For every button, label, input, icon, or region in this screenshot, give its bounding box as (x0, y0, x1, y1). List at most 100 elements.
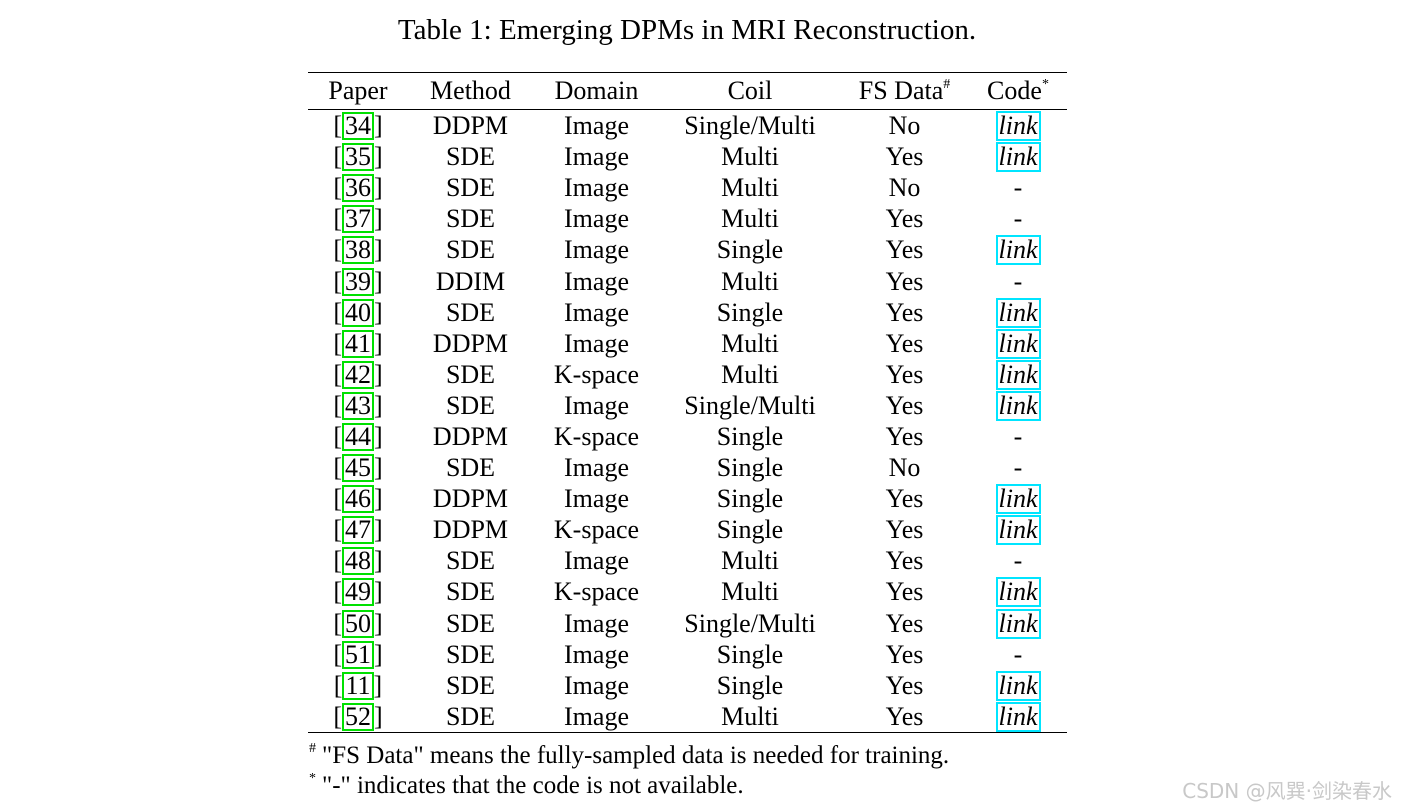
citation-link[interactable]: 40 (342, 298, 374, 327)
cell-paper: [50] (333, 608, 383, 638)
cell-method: DDPM (432, 484, 509, 514)
cell-domain: Image (564, 297, 629, 327)
citation-link[interactable]: 11 (342, 671, 374, 700)
table-row: [37] SDE Image Multi Yes - (308, 203, 1067, 234)
cell-method: DDPM (432, 515, 509, 545)
cell-code: link (969, 576, 1067, 608)
citation-link[interactable]: 35 (342, 143, 374, 172)
citation-link[interactable]: 51 (342, 640, 374, 669)
cell-domain: Image (564, 328, 629, 358)
cell-domain: Image (564, 701, 629, 731)
cell-coil: Multi (721, 701, 779, 731)
citation-link[interactable]: 47 (342, 516, 374, 545)
citation-link[interactable]: 52 (342, 702, 374, 731)
cell-method: SDE (445, 701, 496, 731)
cell-coil: Multi (721, 142, 779, 172)
cell-fs-data: No (888, 173, 921, 203)
cell-domain: Image (564, 142, 629, 172)
cell-fs-data: Yes (885, 670, 924, 700)
code-link[interactable]: link (995, 328, 1041, 359)
code-link[interactable]: link (995, 359, 1041, 390)
table-row: [35] SDE Image Multi Yes link (308, 141, 1067, 173)
cell-domain: Image (564, 484, 629, 514)
cell-fs-data: Yes (885, 328, 924, 358)
cell-method: SDE (445, 577, 496, 607)
citation-link[interactable]: 37 (342, 205, 374, 234)
cell-code: link (969, 670, 1067, 701)
citation-link[interactable]: 50 (342, 609, 374, 638)
citation-link[interactable]: 46 (342, 485, 374, 514)
cell-coil: Single/Multi (684, 111, 816, 141)
code-link[interactable]: link (995, 670, 1041, 701)
table-row: [50] SDE Image Single/Multi Yes link (308, 608, 1067, 639)
cell-coil: Multi (721, 577, 779, 607)
cell-coil: Single (716, 453, 784, 483)
code-unavailable: - (1013, 173, 1023, 203)
table-row: [41] DDPM Image Multi Yes link (308, 328, 1067, 359)
citation-link[interactable]: 39 (342, 267, 374, 296)
cell-fs-data: Yes (885, 639, 924, 669)
cell-coil: Multi (721, 173, 779, 203)
cell-coil: Single/Multi (684, 390, 816, 420)
cell-paper: [40] (333, 297, 383, 327)
cell-fs-data: Yes (885, 515, 924, 545)
cell-domain: Image (564, 111, 629, 141)
code-link[interactable]: link (995, 390, 1041, 421)
footnote-mark: # (309, 741, 316, 756)
cell-code: link (969, 297, 1067, 328)
cell-coil: Single (716, 515, 784, 545)
code-unavailable: - (1013, 546, 1023, 576)
citation-link[interactable]: 43 (342, 391, 374, 420)
table-caption: Table 1: Emerging DPMs in MRI Reconstruc… (397, 14, 977, 46)
footnote-fs-data: # "FS Data" means the fully-sampled data … (309, 741, 949, 771)
footnote-mark: * (309, 771, 316, 786)
code-link[interactable]: link (995, 142, 1041, 173)
cell-domain: Image (564, 235, 629, 265)
cell-paper: [43] (333, 390, 383, 420)
code-link[interactable]: link (995, 515, 1041, 546)
cell-paper: [37] (333, 204, 383, 234)
code-link[interactable]: link (995, 484, 1041, 515)
citation-link[interactable]: 48 (342, 547, 374, 576)
cell-domain: Image (564, 546, 629, 576)
cell-paper: [47] (333, 515, 383, 545)
cell-domain: Image (564, 173, 629, 203)
cell-fs-data: Yes (885, 297, 924, 327)
citation-link[interactable]: 49 (342, 578, 374, 607)
code-link[interactable]: link (995, 701, 1041, 732)
cell-method: SDE (445, 639, 496, 669)
cell-domain: Image (564, 639, 629, 669)
cell-code: link (969, 141, 1067, 173)
citation-link[interactable]: 38 (342, 236, 374, 265)
code-link[interactable]: link (995, 577, 1041, 608)
code-link[interactable]: link (995, 235, 1041, 266)
cell-code: - (969, 203, 1067, 234)
citation-link[interactable]: 42 (342, 360, 374, 389)
cell-code: link (969, 359, 1067, 390)
cell-fs-data: Yes (885, 577, 924, 607)
cell-code: - (969, 265, 1067, 296)
code-link[interactable]: link (995, 111, 1041, 142)
header-paper: Paper (328, 76, 388, 105)
citation-link[interactable]: 45 (342, 454, 374, 483)
cell-code: link (969, 390, 1067, 421)
cell-domain: K-space (553, 515, 640, 545)
cell-method: SDE (445, 670, 496, 700)
cell-fs-data: Yes (885, 701, 924, 731)
footnote-code: * "-" indicates that the code is not avai… (309, 771, 744, 801)
cell-fs-data: No (888, 111, 921, 141)
citation-link[interactable]: 34 (342, 112, 374, 141)
code-link[interactable]: link (995, 297, 1041, 328)
table-row: [43] SDE Image Single/Multi Yes link (308, 390, 1067, 421)
code-link[interactable]: link (995, 608, 1041, 639)
citation-link[interactable]: 41 (342, 329, 374, 358)
table-row: [44] DDPM K-space Single Yes - (308, 421, 1067, 452)
cell-paper: [11] (333, 670, 383, 700)
header-fs-data: FS Data# (840, 73, 969, 110)
cell-code: - (969, 452, 1067, 483)
cell-paper: [49] (333, 577, 383, 607)
cell-coil: Multi (721, 266, 779, 296)
citation-link[interactable]: 44 (342, 422, 374, 451)
citation-link[interactable]: 36 (342, 174, 374, 203)
header-code-mark: * (1041, 77, 1049, 92)
